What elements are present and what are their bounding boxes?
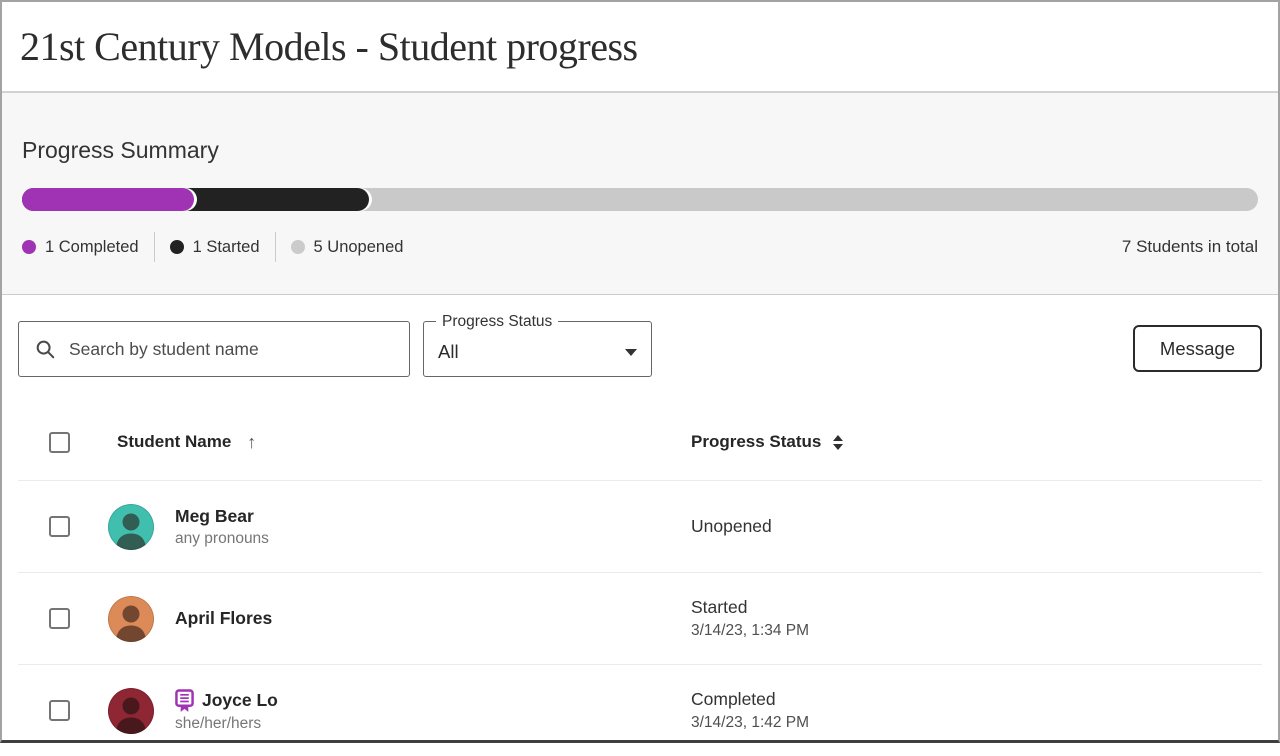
avatar [108, 595, 154, 642]
legend-started-label: 1 Started [192, 237, 260, 256]
student-name: April Flores [175, 608, 273, 628]
progress-segment-completed [22, 188, 194, 211]
status-timestamp: 3/14/23, 1:42 PM [691, 714, 810, 731]
student-name: Joyce Lo [202, 689, 278, 710]
table-row: April Flores Started 3/14/23, 1:34 PM [18, 572, 1262, 664]
students-total-label: 7 Students in total [1121, 237, 1258, 256]
completed-dot-icon [22, 240, 36, 254]
student-pronouns: any pronouns [175, 529, 269, 547]
legend-completed-label: 1 Completed [45, 237, 139, 256]
sort-icon [833, 434, 844, 450]
progress-status-filter-value: All [438, 341, 459, 362]
progress-status: Started [691, 597, 748, 617]
chevron-down-icon [625, 348, 637, 356]
progress-status: Unopened [691, 516, 772, 536]
search-icon [34, 338, 56, 360]
table-row: Joyce Lo she/her/hers Completed 3/14/23,… [18, 664, 1262, 756]
row-checkbox[interactable] [49, 608, 70, 629]
student-search-box[interactable] [18, 321, 410, 377]
table-row: Meg Bear any pronouns Unopened [18, 480, 1262, 572]
progress-legend: 1 Completed 1 Started 5 Unopened 7 Stude… [22, 232, 1258, 262]
page-title: 21st Century Models - Student progress [20, 24, 638, 69]
select-all-checkbox[interactable] [49, 431, 70, 453]
avatar [108, 503, 154, 550]
progress-status-filter-label: Progress Status [436, 312, 559, 331]
legend-divider [274, 232, 276, 262]
table-header-row: Student Name ↑ Progress Status [18, 416, 1262, 468]
progress-status-column-header[interactable]: Progress Status [691, 432, 1262, 452]
progress-summary-section: Progress Summary 1 Completed 1 Started 5… [2, 93, 1278, 295]
progress-summary-heading: Progress Summary [22, 137, 219, 163]
message-button[interactable]: Message [1132, 325, 1262, 372]
status-timestamp: 3/14/23, 1:34 PM [691, 622, 810, 639]
student-pronouns: she/her/hers [175, 714, 262, 732]
sort-ascending-icon: ↑ [247, 431, 257, 452]
legend-unopened-label: 5 Unopened [313, 237, 404, 256]
progress-status: Completed [691, 689, 776, 709]
started-dot-icon [169, 240, 184, 254]
student-name: Meg Bear [175, 505, 254, 526]
avatar [108, 687, 154, 734]
student-name-column-header[interactable]: Student Name ↑ [117, 431, 257, 452]
progress-bar [22, 188, 1258, 211]
legend-item-unopened: 5 Unopened [290, 237, 404, 257]
progress-status-filter[interactable]: Progress Status All [423, 312, 652, 377]
accommodations-flag-icon [175, 688, 194, 712]
legend-divider [153, 232, 155, 262]
unopened-dot-icon [290, 240, 305, 254]
students-table: Student Name ↑ Progress Status Meg Bea [2, 416, 1278, 756]
page-header: 21st Century Models - Student progress [2, 2, 1278, 93]
legend-item-completed: 1 Completed [22, 238, 139, 257]
table-controls: Progress Status All Message [2, 312, 1278, 378]
row-checkbox[interactable] [49, 516, 70, 537]
legend-item-started: 1 Started [169, 237, 260, 257]
search-input[interactable] [69, 338, 394, 360]
row-checkbox[interactable] [49, 700, 70, 721]
